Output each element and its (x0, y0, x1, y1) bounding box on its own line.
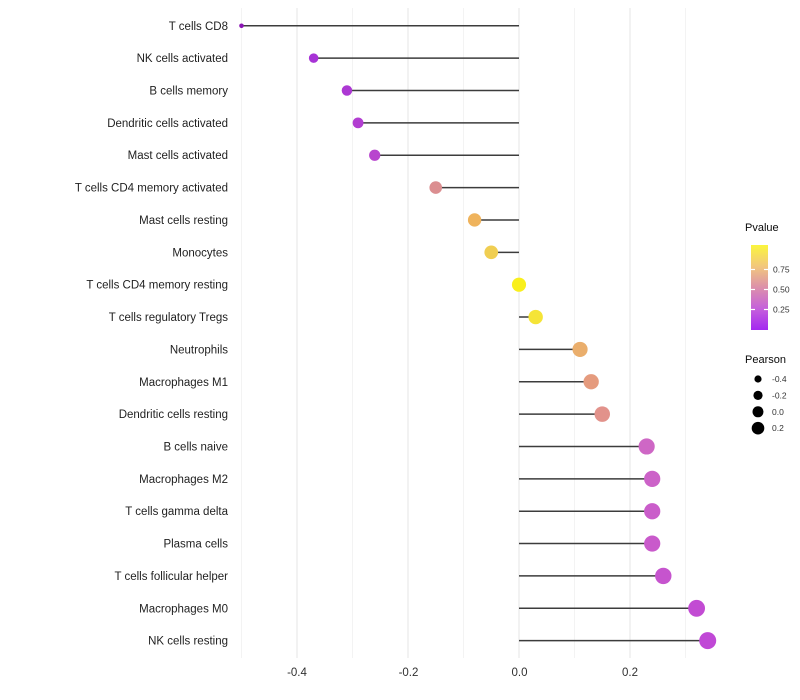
pearson-size-dot (752, 406, 764, 418)
lollipop-dot (429, 181, 443, 194)
pvalue-tick-label: 0.50 (773, 285, 790, 295)
pearson-size-legend: Pearson -0.4 -0.2 0.0 0.2 (745, 354, 787, 435)
lollipop-series (239, 23, 717, 650)
pearson-size-dot (754, 375, 762, 383)
x-axis-tick-label: 0.2 (622, 667, 638, 679)
category-label: Macrophages M1 (139, 377, 228, 389)
lollipop-dot (655, 567, 672, 585)
pearson-size-label: -0.4 (772, 374, 787, 384)
category-label: T cells CD4 memory resting (86, 280, 228, 292)
lollipop-dot (572, 341, 588, 357)
category-label: B cells naive (163, 441, 228, 453)
lollipop-dot (308, 53, 319, 63)
pvalue-legend-title: Pvalue (745, 222, 779, 234)
lollipop-dot (644, 535, 661, 552)
pvalue-colorbar (751, 245, 768, 330)
category-label: NK cells activated (137, 53, 228, 65)
lollipop-dot (341, 85, 353, 96)
pearson-legend-title: Pearson (745, 354, 786, 366)
category-label: Macrophages M0 (139, 603, 228, 615)
x-axis-tick-label: -0.2 (399, 667, 419, 679)
category-label: T cells regulatory Tregs (109, 312, 229, 324)
category-label: T cells follicular helper (114, 571, 228, 583)
lollipop-dot (484, 245, 499, 260)
y-axis-category-labels: T cells CD8 NK cells activated B cells mem… (75, 21, 229, 648)
panel-gridlines (241, 8, 686, 658)
category-label: T cells CD4 memory activated (75, 183, 228, 195)
lollipop-dot (638, 438, 655, 455)
lollipop-dot (688, 599, 706, 617)
pearson-size-label: 0.0 (772, 407, 784, 417)
pearson-size-dot (753, 390, 763, 400)
lollipop-dot (699, 632, 717, 650)
lollipop-dot (511, 277, 527, 292)
pvalue-tick-label: 0.25 (773, 305, 790, 315)
lollipop-dot (528, 309, 543, 325)
x-axis-tick-label: 0.0 (512, 667, 528, 679)
lollipop-dot (352, 117, 364, 129)
lollipop-dot (644, 503, 661, 520)
pearson-size-dot (751, 421, 765, 435)
lollipop-dot (644, 470, 661, 487)
lollipop-dot (594, 406, 611, 422)
category-label: Mast cells resting (139, 215, 228, 227)
pearson-size-label: 0.2 (772, 423, 784, 433)
lollipop-dot (583, 374, 599, 390)
category-label: Monocytes (172, 247, 228, 259)
pvalue-colorbar-legend: Pvalue 0.75 0.50 0.25 (745, 222, 790, 330)
category-label: T cells gamma delta (125, 506, 228, 518)
pvalue-colorbar-ticks (751, 268, 768, 311)
category-label: NK cells resting (148, 636, 228, 648)
lollipop-dot (369, 149, 381, 161)
category-label: Neutrophils (170, 344, 228, 356)
x-axis-tick-label: -0.4 (287, 667, 307, 679)
category-label: B cells memory (149, 86, 228, 98)
category-label: Macrophages M2 (139, 474, 228, 486)
lollipop-dot (467, 213, 482, 227)
category-label: Dendritic cells resting (119, 409, 228, 421)
category-label: T cells CD8 (169, 21, 228, 33)
category-label: Plasma cells (163, 539, 228, 551)
pearson-size-entries: -0.4 -0.2 0.0 0.2 (751, 374, 787, 435)
pvalue-tick-label: 0.75 (773, 265, 790, 275)
x-axis: -0.4 -0.2 0.0 0.2 (287, 667, 638, 679)
category-label: Dendritic cells activated (107, 118, 228, 130)
pearson-size-label: -0.2 (772, 390, 787, 400)
category-label: Mast cells activated (128, 150, 228, 162)
lollipop-dot (239, 23, 244, 29)
